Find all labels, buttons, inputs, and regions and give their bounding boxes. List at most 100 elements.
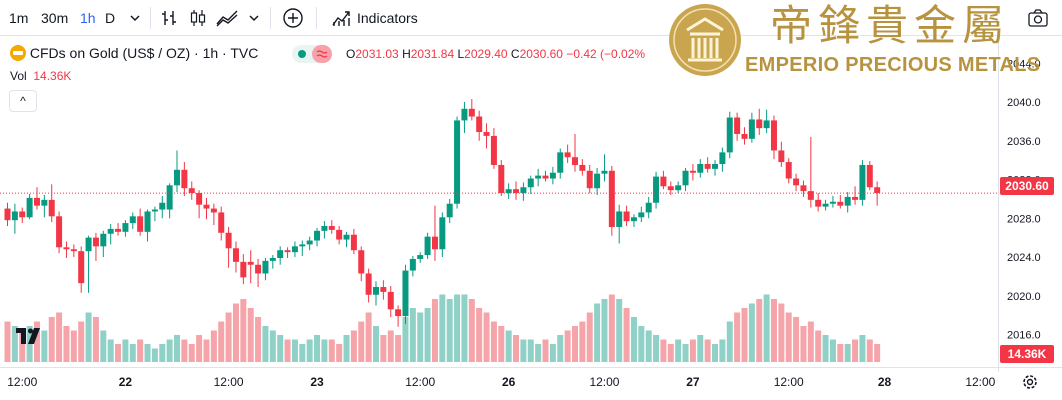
- symbol-title[interactable]: CFDs on Gold (US$ / OZ) · 1h · TVC: [29, 45, 259, 61]
- candle-body: [770, 120, 777, 151]
- candle-body: [151, 209, 158, 212]
- collapse-legend-button[interactable]: ^: [9, 90, 37, 112]
- camera-icon[interactable]: [1027, 8, 1049, 28]
- volume-bar: [468, 299, 475, 362]
- volume-bar: [424, 308, 431, 362]
- x-tick-label: 12:00: [7, 375, 37, 389]
- volume-bar: [225, 312, 232, 362]
- candle-body: [461, 108, 468, 121]
- candle-body: [689, 170, 696, 173]
- candle-body: [866, 164, 873, 188]
- candle-body: [645, 202, 652, 213]
- candle-body: [630, 217, 637, 222]
- volume-bar: [513, 335, 520, 362]
- bar-chart-icon[interactable]: [160, 8, 180, 28]
- plus-circle-icon[interactable]: [281, 6, 305, 30]
- market-status-icon[interactable]: [292, 45, 332, 63]
- candle-body: [807, 191, 814, 200]
- candle-body: [122, 223, 129, 232]
- volume-bar: [866, 339, 873, 362]
- interval-1m[interactable]: 1m: [9, 10, 29, 26]
- candle-body: [505, 189, 512, 194]
- emperio-logo: [669, 4, 741, 76]
- volume-bar: [78, 321, 85, 362]
- y-tick-label: 2016.0: [1007, 330, 1041, 342]
- volume-bar: [829, 339, 836, 362]
- volume-bar: [800, 326, 807, 362]
- candle-body: [417, 255, 424, 259]
- y-tick-label: 2036.0: [1007, 136, 1041, 148]
- candle-body: [269, 257, 276, 261]
- candle-body: [33, 197, 40, 206]
- tradingview-logo[interactable]: [16, 326, 46, 346]
- indicators-button[interactable]: Indicators: [357, 10, 418, 26]
- volume-bar: [454, 294, 461, 362]
- volume-bar: [748, 303, 755, 362]
- volume-bar: [232, 303, 239, 362]
- candle-body: [594, 173, 601, 189]
- volume-value: 14.36K: [33, 69, 72, 83]
- chevron-down-icon[interactable]: [248, 13, 260, 23]
- interval-30m[interactable]: 30m: [41, 10, 69, 26]
- candle-body: [726, 117, 733, 153]
- volume-bar: [859, 335, 866, 362]
- interval-d[interactable]: D: [105, 10, 116, 26]
- volume-bar: [107, 339, 114, 362]
- candle-body: [232, 248, 239, 262]
- volume-bar: [461, 294, 468, 362]
- x-tick-label: 12:00: [405, 375, 435, 389]
- candles-icon[interactable]: [188, 8, 208, 28]
- candle-body: [513, 189, 520, 194]
- volume-bar: [417, 312, 424, 362]
- candle-body: [483, 132, 490, 136]
- price-chart[interactable]: 2016.02020.02024.02028.02032.02036.02040…: [0, 36, 1062, 400]
- volume-bar: [85, 312, 92, 362]
- volume-bar: [137, 339, 144, 362]
- candle-body: [181, 169, 188, 189]
- candle-body: [763, 120, 770, 129]
- candle-body: [704, 164, 711, 169]
- volume-bar: [70, 330, 77, 362]
- candle-body: [837, 201, 844, 206]
- x-tick-label: 28: [878, 375, 892, 389]
- volume-bar: [852, 339, 859, 362]
- candle-body: [454, 120, 461, 204]
- area-chart-icon[interactable]: [215, 8, 241, 28]
- candle-body: [350, 234, 357, 251]
- candle-body: [48, 199, 55, 217]
- volume-bar: [321, 339, 328, 362]
- candle-body: [284, 250, 291, 253]
- candle-body: [306, 240, 313, 245]
- chevron-down-icon[interactable]: [129, 13, 141, 23]
- volume-bar: [269, 330, 276, 362]
- volume-bar: [778, 303, 785, 362]
- volume-bar: [579, 321, 586, 362]
- candle-body: [638, 212, 645, 218]
- candle-body: [78, 251, 85, 284]
- high-value: 2031.84: [410, 47, 455, 61]
- candle-body: [247, 261, 254, 265]
- volume-bar: [247, 308, 254, 362]
- candle-body: [373, 287, 379, 295]
- volume-bar: [520, 339, 527, 362]
- volume-bar: [549, 344, 556, 362]
- candle-body: [11, 211, 18, 221]
- candle-body: [291, 246, 298, 253]
- volume-bar: [689, 339, 696, 362]
- candle-body: [210, 208, 217, 213]
- candle-body: [498, 164, 505, 194]
- volume-bar: [785, 312, 792, 362]
- candle-body: [63, 247, 70, 250]
- gear-icon[interactable]: [1021, 373, 1039, 391]
- candle-body: [402, 270, 409, 317]
- volume-bar: [822, 335, 829, 362]
- x-tick-label: 12:00: [774, 375, 804, 389]
- candle-body: [19, 211, 26, 218]
- candle-body: [542, 175, 549, 179]
- volume-bar: [166, 339, 173, 362]
- indicators-icon[interactable]: [330, 8, 352, 28]
- volume-bar: [653, 335, 660, 362]
- interval-1h[interactable]: 1h: [80, 10, 96, 26]
- x-tick-label: 12:00: [589, 375, 619, 389]
- volume-label: Vol: [10, 69, 27, 83]
